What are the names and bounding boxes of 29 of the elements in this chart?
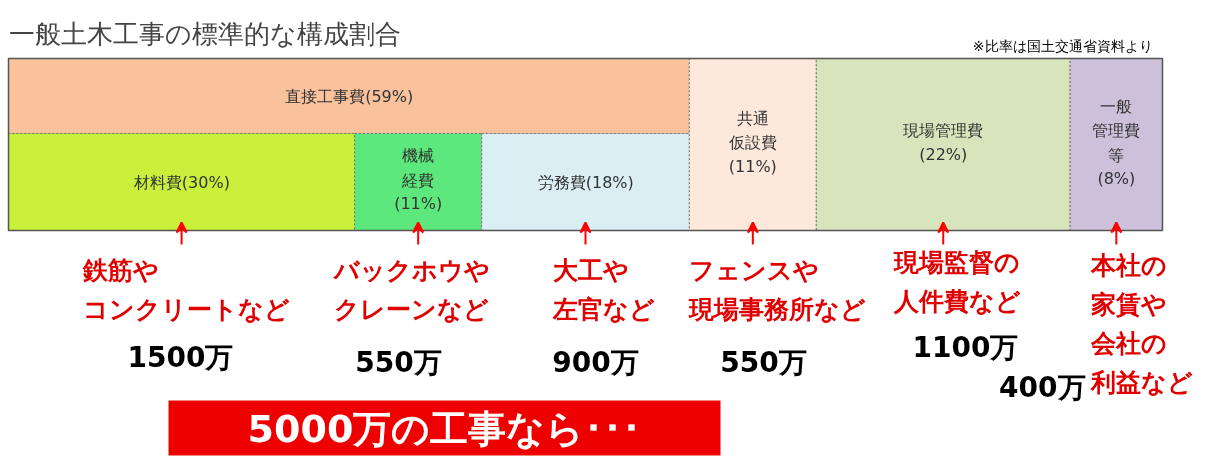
text: フェンスや現場事務所など	[687, 255, 866, 324]
text: 大工や左官など	[551, 255, 655, 324]
data-label: (30%)	[181, 172, 230, 192]
category-label: 直接工事費	[285, 86, 366, 106]
category-label: 機械経費	[401, 146, 435, 190]
text: 550万	[720, 345, 807, 379]
text: 鉄筋やコンクリートなど	[81, 255, 290, 324]
text: 400万	[999, 370, 1086, 404]
text: 一般土木工事の標準的な構成割合	[8, 18, 401, 49]
data-label: (59%)	[365, 86, 414, 106]
text: 1100万	[912, 330, 1019, 364]
text: 現場監督の人件費など	[892, 247, 1021, 316]
data-label: (22%)	[919, 144, 968, 164]
data-label: (8%)	[1097, 168, 1136, 188]
category-label: 共通仮設費	[727, 108, 777, 153]
data-label: (11%)	[728, 156, 777, 176]
text: 900万	[552, 345, 639, 379]
text: 5000万の工事なら･･･	[247, 406, 642, 451]
text: ※比率は国土交通省資料より	[972, 37, 1153, 54]
data-label: (18%)	[585, 172, 634, 192]
text: 550万	[355, 345, 442, 379]
category-label: 一般管理費等	[1092, 96, 1141, 165]
category-label: 現場管理費	[903, 120, 984, 140]
data-label: (11%)	[394, 194, 443, 213]
text: 1500万	[127, 340, 234, 374]
category-label: 材料費	[132, 172, 182, 192]
category-label: 労務費	[537, 172, 586, 192]
text: バックホウやクレーンなど	[331, 255, 490, 324]
text: 本社の家賃や会社の利益など	[1089, 250, 1193, 397]
